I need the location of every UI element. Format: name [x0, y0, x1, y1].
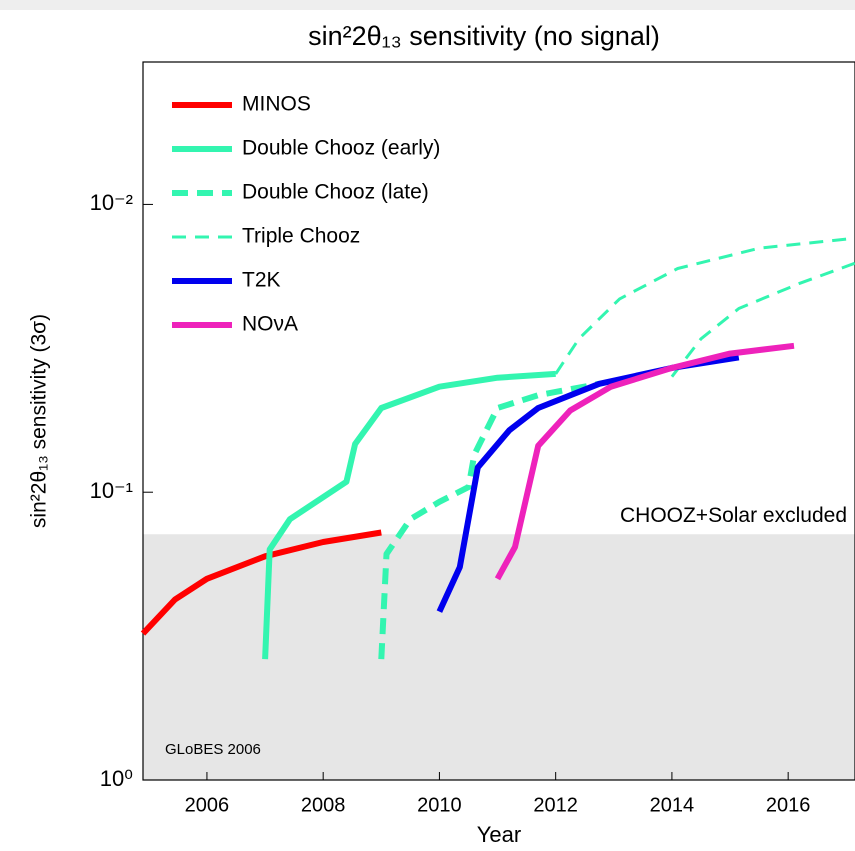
- x-axis-label: Year: [477, 822, 521, 847]
- series-line: [554, 236, 855, 378]
- x-tick-label: 2012: [533, 794, 578, 816]
- region-label: CHOOZ+Solar excluded: [620, 504, 847, 527]
- legend-label: Double Chooz (early): [242, 137, 440, 160]
- x-tick-label: 2014: [650, 794, 695, 816]
- legend-label: MINOS: [242, 93, 311, 116]
- legend-label: Double Chooz (late): [242, 181, 429, 204]
- plot-frame: [142, 61, 855, 781]
- series-line: [378, 380, 600, 660]
- series-line: [262, 370, 556, 660]
- x-tick-label: 2010: [417, 794, 462, 816]
- series-line: [494, 342, 795, 581]
- series-line: [140, 529, 382, 636]
- legend-label: NOνA: [242, 313, 298, 336]
- legend-label: T2K: [242, 269, 281, 292]
- x-tick-label: 2006: [185, 794, 230, 816]
- y-tick-label: 10⁻²: [90, 190, 133, 215]
- x-tick-label: 2008: [301, 794, 346, 816]
- annotation: GLoBES 2006: [165, 741, 261, 758]
- chart-title: sin²2θ₁₃ sensitivity (no signal): [308, 21, 660, 51]
- x-tick-label: 2016: [766, 794, 811, 816]
- y-axis-label: sin²2θ₁₃ sensitivity (3σ): [28, 314, 51, 528]
- y-tick-label: 10⁰: [100, 766, 133, 791]
- top-strip: [0, 0, 855, 10]
- y-tick-label: 10⁻¹: [90, 478, 133, 503]
- legend-label: Triple Chooz: [242, 225, 360, 248]
